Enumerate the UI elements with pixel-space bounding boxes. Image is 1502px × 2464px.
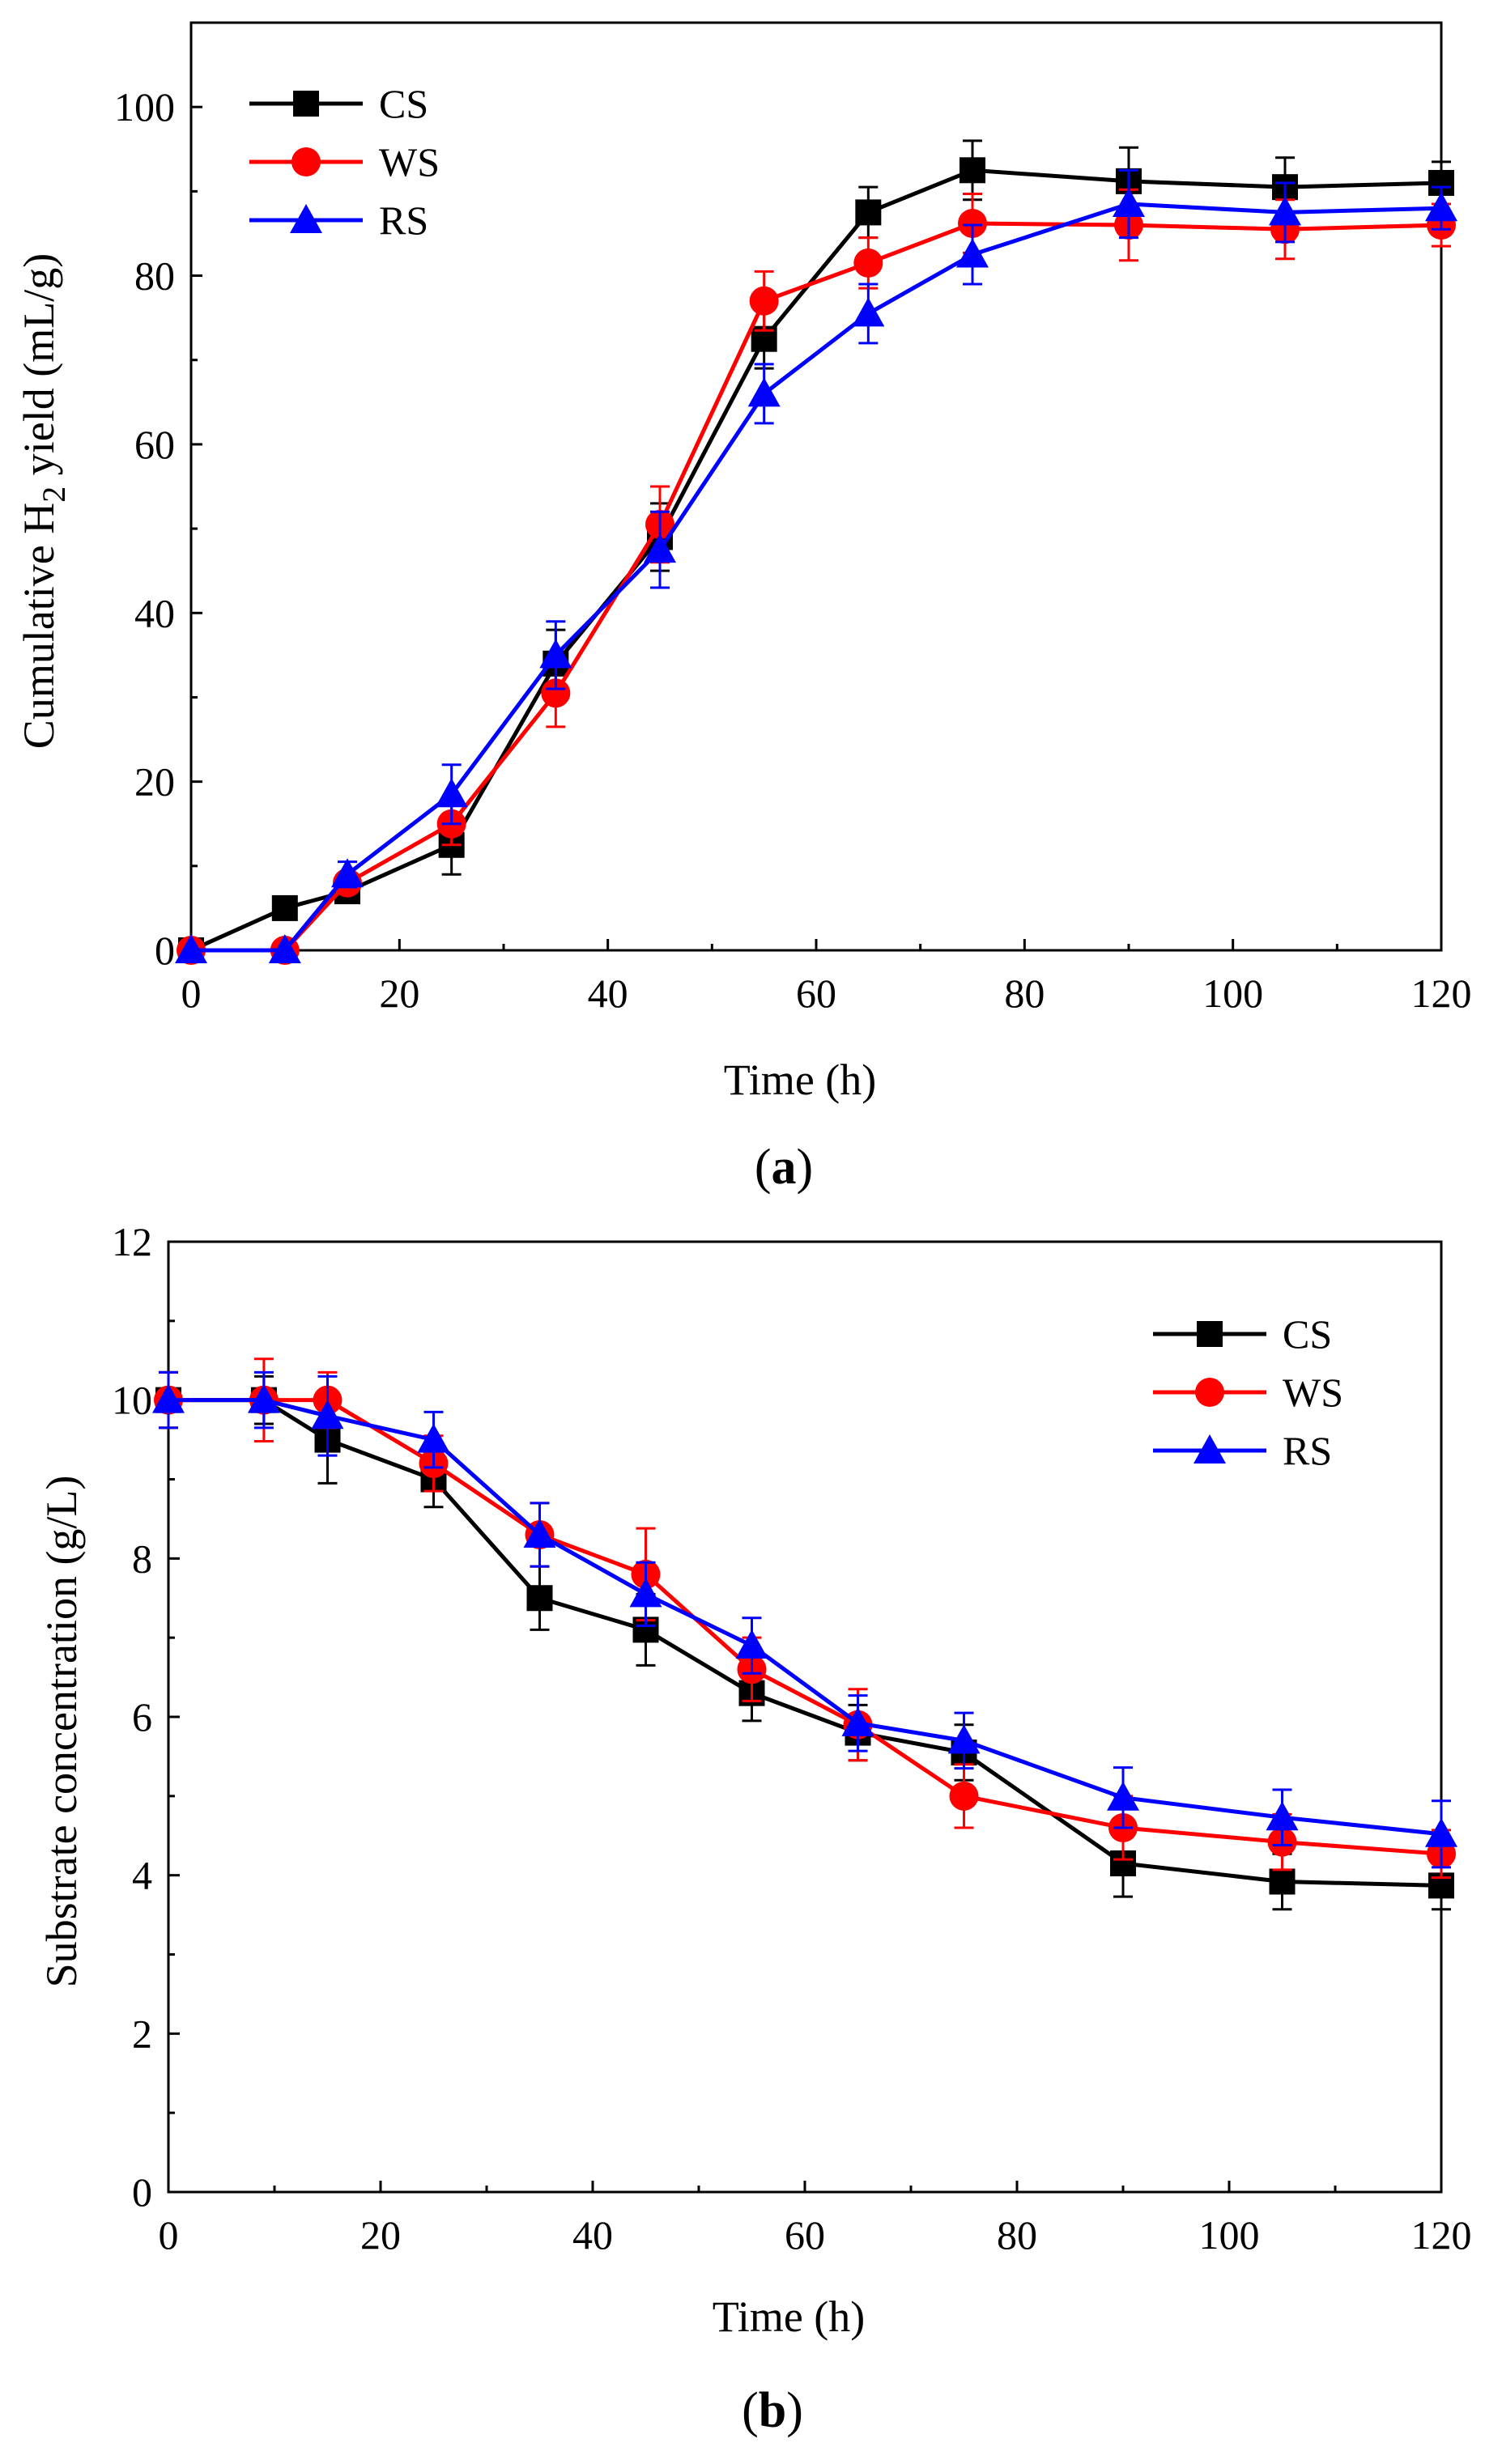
x-tick-label: 80 [997,2212,1037,2258]
data-point [956,238,989,268]
data-point [947,1724,981,1754]
series-rs [152,1370,1457,1869]
legend-marker [1195,1378,1224,1407]
data-point [958,208,987,238]
legend-label: CS [379,81,428,126]
y-tick-label: 4 [132,1853,152,1898]
series-line [168,1398,1442,1837]
data-point [1266,1801,1299,1831]
y-tick-label: 20 [134,759,175,805]
x-tick-label: 60 [796,971,836,1016]
y-tick-label: 6 [132,1694,152,1740]
x-axis-title: Time (h) [724,1056,877,1104]
data-point [1425,192,1457,222]
data-point [852,297,885,327]
legend-marker [1194,1434,1226,1464]
x-tick-label: 20 [379,971,419,1016]
data-point [541,678,571,708]
x-tick-label: 80 [1004,971,1045,1016]
y-axis-title: Substrate concentration (g/L) [37,1476,86,1988]
figure-caption: (a) [755,1140,813,1195]
data-point [644,533,676,563]
legend-label: CS [1283,1311,1332,1357]
data-point [526,1585,553,1612]
x-tick-label: 120 [1411,971,1472,1016]
figure-caption: (b) [742,2383,803,2438]
series-line [168,1398,1442,1856]
x-tick-label: 100 [1199,2212,1260,2258]
legend: CS WS RS [249,81,440,243]
data-point [959,157,985,184]
plot-frame [167,1240,1443,2194]
x-tick-label: 20 [360,2212,401,2258]
y-tick-label: 60 [134,422,175,467]
data-point [629,1578,662,1608]
data-point [331,858,364,888]
y-axis-title: Cumulative H2 yield (mL/g) [15,253,72,749]
data-point [853,248,883,278]
legend-label: RS [379,198,428,243]
data-point [749,286,779,316]
x-tick-label: 60 [785,2212,825,2258]
data-point [1425,1817,1457,1847]
chart-b-substrate-concentration: 0 20 40 60 80 100 120 0 2 4 6 8 10 12 Time (h) Substrat… [37,1219,1472,2438]
x-tick-label: 120 [1411,2212,1472,2258]
y-tick-label: 0 [155,928,175,973]
legend-marker [1197,1321,1223,1347]
x-tick-label: 40 [572,2212,613,2258]
series-line [191,221,1442,953]
x-tick-label: 0 [181,971,202,1016]
data-point [152,1383,185,1413]
legend-marker [291,147,321,176]
data-point [855,199,882,226]
data-point [175,934,207,963]
legend: CS WS RS [1153,1311,1343,1473]
y-tick-label: 40 [134,590,175,635]
data-point [311,1400,344,1430]
data-point [1269,1868,1296,1895]
series-ws [177,188,1456,965]
series-line [191,202,1442,953]
legend-marker [290,204,322,233]
x-tick-label: 0 [159,2212,179,2258]
x-tick-label: 100 [1202,971,1263,1016]
data-point [841,1706,874,1736]
y-tick-label: 80 [134,253,175,299]
y-tick-label: 12 [112,1219,152,1264]
data-point [1107,1781,1139,1811]
data-point [747,377,781,407]
legend-label: RS [1283,1428,1332,1473]
data-point [523,1518,556,1548]
data-point [539,639,572,669]
legend-marker [293,91,319,117]
y-tick-label: 10 [112,1378,152,1423]
y-tick-label: 2 [132,2011,152,2056]
data-point [1113,187,1145,217]
y-tick-label: 100 [114,84,175,130]
chart-a-hydrogen-yield: 0 20 40 60 80 100 120 0 20 40 60 80 100 Time (h) Cumul… [15,21,1472,1195]
data-point [949,1781,979,1811]
data-point [271,894,298,921]
legend-label: WS [379,139,440,185]
series-cs [178,139,1454,963]
y-tick-label: 0 [132,2169,152,2215]
x-axis-title: Time (h) [713,2292,866,2341]
series-ws [154,1357,1456,1880]
series-line [189,168,1442,953]
x-tick-label: 40 [588,971,628,1016]
y-tick-label: 8 [132,1536,152,1581]
series-rs [175,168,1457,963]
data-point [247,1383,280,1413]
data-point [417,1423,450,1453]
series-cs [155,1370,1454,1911]
data-point [735,1629,768,1659]
data-point [435,778,468,808]
data-point [1269,196,1301,226]
data-point [268,934,301,963]
legend-label: WS [1283,1370,1343,1415]
